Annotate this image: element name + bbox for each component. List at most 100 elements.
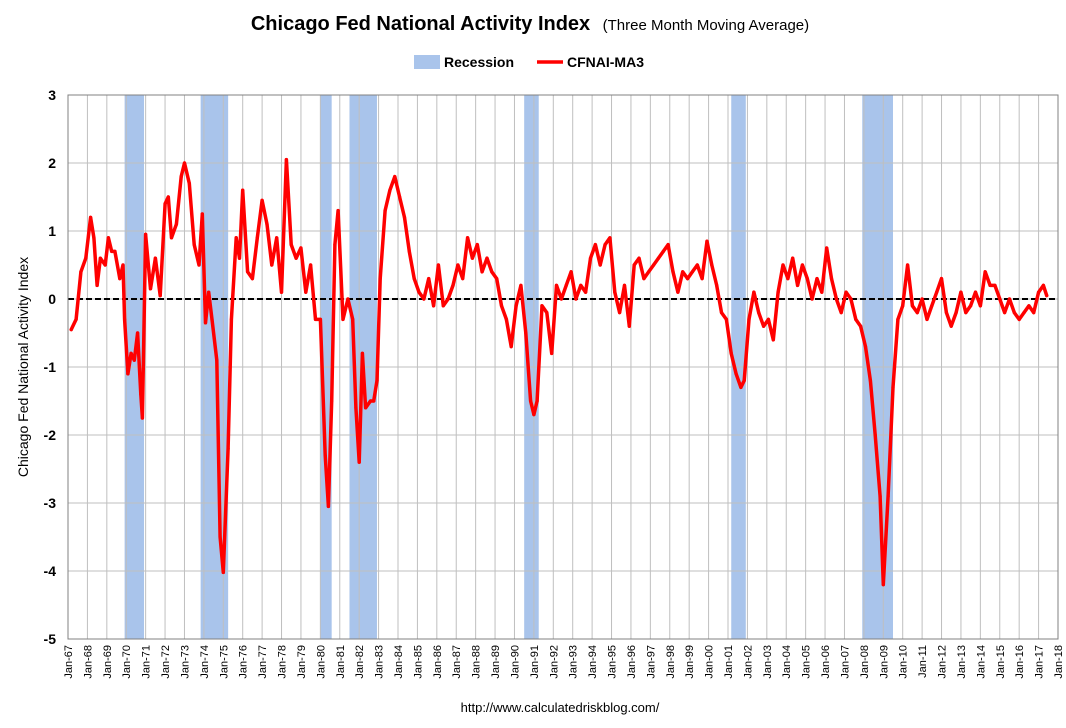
source-url: http://www.calculatedriskblog.com/ xyxy=(461,700,660,715)
data-point xyxy=(182,161,187,165)
data-point xyxy=(608,236,612,240)
data-point xyxy=(132,358,136,362)
data-point xyxy=(529,399,533,403)
data-point xyxy=(588,256,593,260)
data-point xyxy=(805,277,809,281)
data-point xyxy=(627,324,631,328)
data-point xyxy=(739,385,743,389)
x-tick-label: Jan-11 xyxy=(917,645,929,678)
data-point xyxy=(734,372,738,376)
data-point xyxy=(800,263,805,267)
x-tick-label: Jan-68 xyxy=(82,645,94,679)
data-point xyxy=(993,283,997,287)
data-point xyxy=(323,453,327,457)
data-point xyxy=(427,277,431,281)
data-point xyxy=(815,277,819,281)
data-point xyxy=(346,297,350,301)
x-tick-label: Jan-17 xyxy=(1034,645,1046,679)
data-point xyxy=(825,246,829,250)
data-point xyxy=(969,304,973,308)
data-point xyxy=(226,447,230,451)
data-point xyxy=(436,263,441,267)
plot-frame xyxy=(67,94,1059,640)
data-point xyxy=(123,317,127,321)
data-point xyxy=(719,311,724,315)
data-point xyxy=(326,504,331,508)
data-point xyxy=(110,249,114,253)
data-point xyxy=(388,188,392,192)
x-tick-label: Jan-89 xyxy=(490,645,502,679)
data-point xyxy=(333,243,337,247)
x-tick-label: Jan-90 xyxy=(510,645,522,679)
data-point xyxy=(622,283,627,287)
data-point xyxy=(126,372,130,376)
data-point xyxy=(564,283,568,287)
data-point xyxy=(891,385,895,389)
data-point xyxy=(545,311,549,315)
data-point xyxy=(431,304,436,308)
data-point xyxy=(983,270,987,274)
data-point xyxy=(135,331,140,335)
data-point xyxy=(810,297,814,301)
data-point xyxy=(446,297,450,301)
data-point xyxy=(279,290,284,294)
data-point xyxy=(234,236,238,240)
data-point xyxy=(519,283,523,287)
data-point xyxy=(330,399,334,403)
data-point xyxy=(148,287,153,291)
data-point xyxy=(113,249,117,253)
data-point xyxy=(169,236,174,240)
data-point xyxy=(695,263,699,267)
data-point xyxy=(89,215,93,219)
x-tick-label: Jan-67 xyxy=(63,645,75,679)
x-axis-ticks: Jan-67 Jan-68 Jan-69 Jan-70 Jan-71 Jan-72 Jan-… xyxy=(63,645,1065,679)
data-point xyxy=(69,328,73,332)
data-point xyxy=(781,263,785,267)
data-point xyxy=(700,277,704,281)
data-point xyxy=(398,195,402,199)
data-point xyxy=(901,304,905,308)
data-point xyxy=(351,317,355,321)
data-point xyxy=(118,277,122,281)
data-point xyxy=(964,311,968,315)
data-point xyxy=(412,277,416,281)
data-point xyxy=(820,290,824,294)
data-point xyxy=(729,351,733,355)
data-point xyxy=(766,317,771,321)
data-point xyxy=(666,243,670,247)
data-point xyxy=(959,290,963,294)
data-point xyxy=(103,263,107,267)
data-point xyxy=(593,243,597,247)
data-point xyxy=(210,317,214,321)
data-point xyxy=(509,345,513,349)
data-point xyxy=(1003,311,1007,315)
x-tick-label: Jan-08 xyxy=(859,645,871,679)
x-tick-label: Jan-14 xyxy=(975,645,987,679)
chart-subtitle: (Three Month Moving Average) xyxy=(603,17,810,34)
data-point xyxy=(786,277,790,281)
x-tick-label: Jan-95 xyxy=(607,645,619,679)
data-point xyxy=(207,290,211,294)
data-point xyxy=(854,317,858,321)
data-point xyxy=(988,283,992,287)
data-point xyxy=(632,263,636,267)
data-point xyxy=(839,311,843,315)
data-point xyxy=(910,304,915,308)
x-tick-label: Jan-03 xyxy=(762,645,774,679)
y-tick-label: -1 xyxy=(44,359,57,375)
x-tick-label: Jan-79 xyxy=(296,645,308,679)
data-point xyxy=(441,304,445,308)
data-point xyxy=(574,297,578,301)
data-point xyxy=(550,351,554,355)
data-point xyxy=(284,158,288,162)
data-point xyxy=(357,460,361,464)
data-point xyxy=(540,304,544,308)
data-point xyxy=(383,209,387,213)
x-tick-label: Jan-13 xyxy=(956,645,968,679)
data-point xyxy=(878,494,882,498)
data-point xyxy=(514,304,518,308)
data-point xyxy=(475,243,479,247)
data-point xyxy=(422,297,426,301)
x-tick-label: Jan-81 xyxy=(335,645,347,679)
data-point xyxy=(761,324,766,328)
